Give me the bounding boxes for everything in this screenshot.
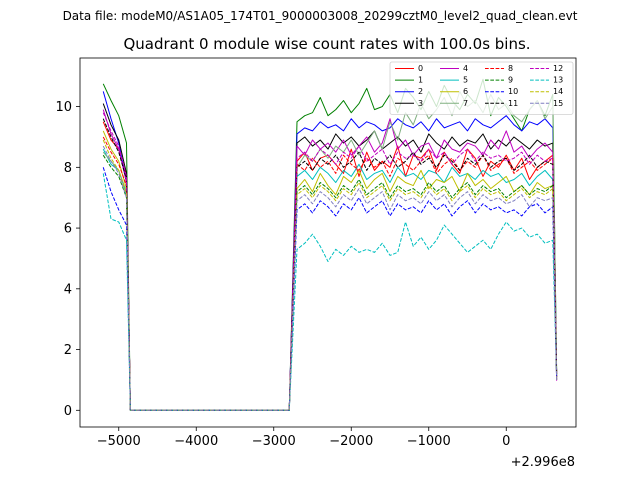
legend-label-14: 14 xyxy=(553,87,563,96)
y-tick-label: 2 xyxy=(64,343,72,358)
x-tick-label: −3000 xyxy=(252,434,296,449)
legend-label-5: 5 xyxy=(463,76,468,85)
series-line-15 xyxy=(102,145,558,411)
x-tick-label: −5000 xyxy=(97,434,141,449)
y-tick-label: 6 xyxy=(64,222,72,237)
series-line-10 xyxy=(102,167,558,411)
series-line-1 xyxy=(102,78,558,411)
axes-frame xyxy=(79,57,577,428)
series-line-6 xyxy=(102,130,558,411)
series-line-3 xyxy=(102,103,558,411)
legend-label-11: 11 xyxy=(508,99,518,108)
legend-label-2: 2 xyxy=(418,87,423,96)
legend-label-3: 3 xyxy=(418,99,423,108)
x-tick-label: −4000 xyxy=(174,434,218,449)
y-tick-label: 8 xyxy=(64,161,72,176)
legend-box xyxy=(389,61,574,115)
series-line-13 xyxy=(102,173,558,411)
x-tick-label: −1000 xyxy=(407,434,451,449)
legend-label-13: 13 xyxy=(553,76,563,85)
x-tick-label: −2000 xyxy=(329,434,373,449)
legend-label-0: 0 xyxy=(418,64,423,73)
x-tick-label: 0 xyxy=(502,434,510,449)
legend-label-1: 1 xyxy=(418,76,423,85)
legend-label-9: 9 xyxy=(508,76,513,85)
legend-label-4: 4 xyxy=(463,64,468,73)
legend-label-15: 15 xyxy=(553,99,563,108)
series-line-7 xyxy=(102,90,558,411)
series-line-11 xyxy=(102,118,558,411)
legend-label-8: 8 xyxy=(508,64,513,73)
legend-label-6: 6 xyxy=(463,87,468,96)
series-line-14 xyxy=(102,139,558,411)
legend-label-10: 10 xyxy=(508,87,518,96)
chart-title: Quadrant 0 module wise count rates with … xyxy=(123,35,530,53)
legend-label-12: 12 xyxy=(553,64,563,73)
y-tick-label: 4 xyxy=(64,282,72,297)
series-line-8 xyxy=(102,136,558,411)
plot-area xyxy=(102,78,558,411)
data-file-suptitle: Data file: modeM0/AS1A05_174T01_90000030… xyxy=(63,9,578,23)
y-tick-label: 0 xyxy=(64,404,72,419)
series-line-2 xyxy=(102,91,558,411)
legend-label-7: 7 xyxy=(463,99,468,108)
x-offset-label: +2.996e8 xyxy=(511,455,575,470)
y-tick-label: 10 xyxy=(55,100,72,115)
